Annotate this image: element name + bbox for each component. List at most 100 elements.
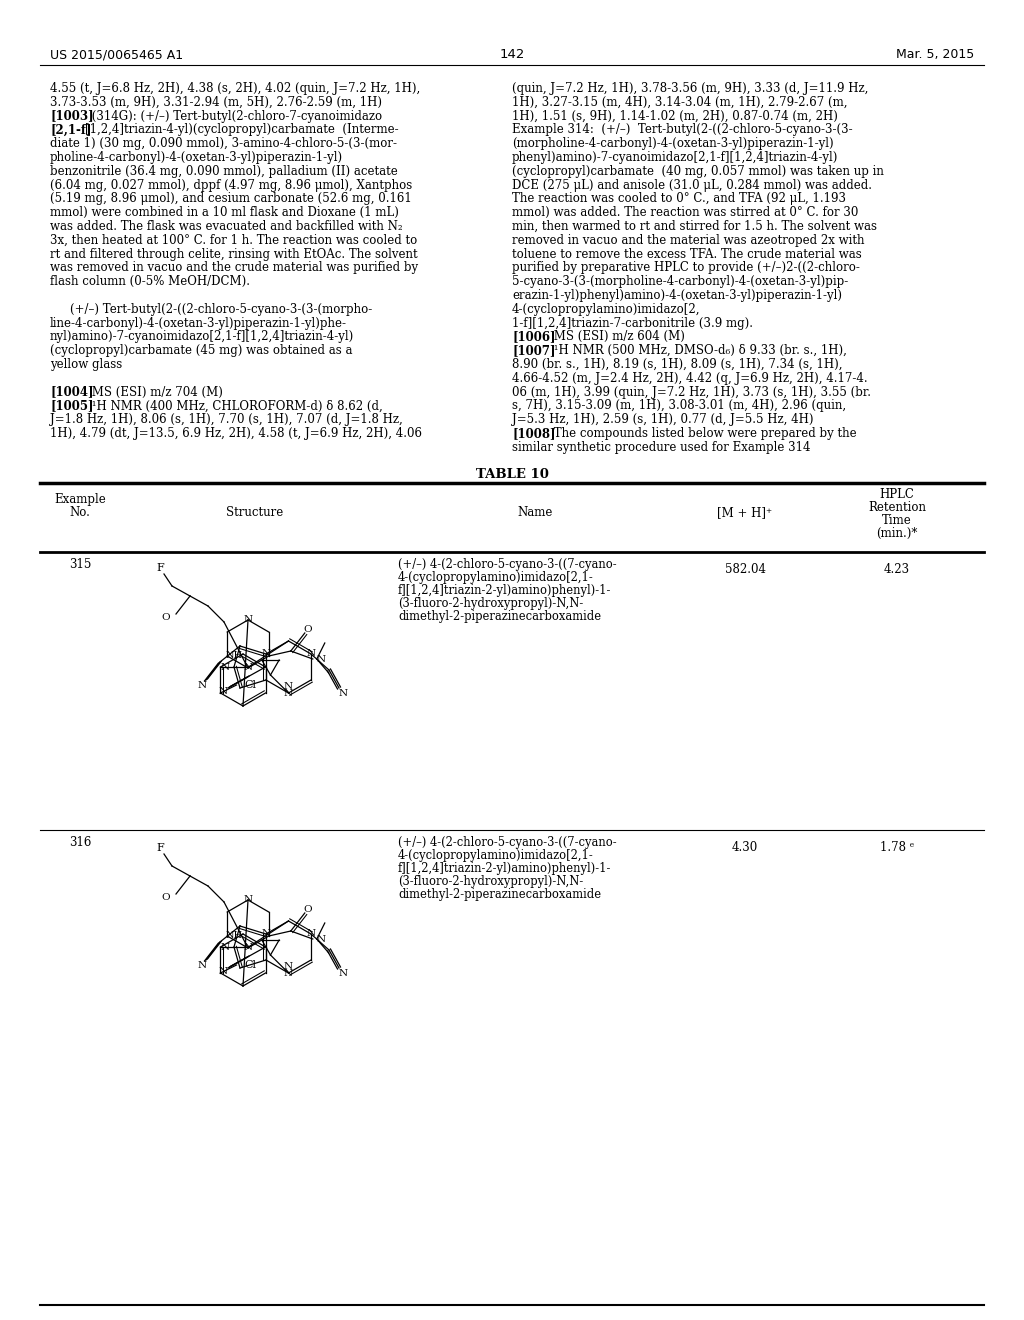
- Text: N: N: [198, 961, 207, 970]
- Text: mmol) were combined in a 10 ml flask and Dioxane (1 mL): mmol) were combined in a 10 ml flask and…: [50, 206, 399, 219]
- Text: MS (ESI) m/z 704 (M): MS (ESI) m/z 704 (M): [80, 385, 223, 399]
- Text: 4.23: 4.23: [884, 564, 910, 576]
- Text: The reaction was cooled to 0° C., and TFA (92 μL, 1.193: The reaction was cooled to 0° C., and TF…: [512, 193, 846, 206]
- Text: 4-(cyclopropylamino)imidazo[2,: 4-(cyclopropylamino)imidazo[2,: [512, 302, 700, 315]
- Text: Time: Time: [882, 513, 912, 527]
- Text: Retention: Retention: [868, 502, 926, 513]
- Text: N: N: [284, 962, 293, 972]
- Text: (+/–) 4-(2-chloro-5-cyano-3-((7-cyano-: (+/–) 4-(2-chloro-5-cyano-3-((7-cyano-: [398, 836, 616, 849]
- Text: 8.90 (br. s., 1H), 8.19 (s, 1H), 8.09 (s, 1H), 7.34 (s, 1H),: 8.90 (br. s., 1H), 8.19 (s, 1H), 8.09 (s…: [512, 358, 843, 371]
- Text: was removed in vacuo and the crude material was purified by: was removed in vacuo and the crude mater…: [50, 261, 418, 275]
- Text: N: N: [244, 944, 253, 953]
- Text: NH: NH: [226, 931, 243, 940]
- Text: 06 (m, 1H), 3.99 (quin, J=7.2 Hz, 1H), 3.73 (s, 1H), 3.55 (br.: 06 (m, 1H), 3.99 (quin, J=7.2 Hz, 1H), 3…: [512, 385, 871, 399]
- Text: 4.30: 4.30: [732, 841, 758, 854]
- Text: Name: Name: [517, 506, 553, 519]
- Text: N: N: [244, 615, 253, 624]
- Text: TABLE 10: TABLE 10: [475, 469, 549, 480]
- Text: N: N: [261, 929, 270, 939]
- Text: 4.55 (t, J=6.8 Hz, 2H), 4.38 (s, 2H), 4.02 (quin, J=7.2 Hz, 1H),: 4.55 (t, J=6.8 Hz, 2H), 4.38 (s, 2H), 4.…: [50, 82, 420, 95]
- Text: [1006]: [1006]: [512, 330, 555, 343]
- Text: (314G): (+/–) Tert-butyl(2-chloro-7-cyanoimidazo: (314G): (+/–) Tert-butyl(2-chloro-7-cyan…: [80, 110, 382, 123]
- Text: F: F: [156, 843, 164, 853]
- Text: [M + H]⁺: [M + H]⁺: [718, 506, 772, 519]
- Text: N: N: [316, 935, 326, 944]
- Text: O: O: [162, 614, 170, 623]
- Text: N: N: [284, 969, 293, 978]
- Text: O: O: [303, 626, 312, 635]
- Text: The compounds listed below were prepared by the: The compounds listed below were prepared…: [543, 426, 857, 440]
- Text: N: N: [221, 663, 230, 672]
- Text: Cl: Cl: [245, 960, 256, 970]
- Text: 1H), 4.79 (dt, J=13.5, 6.9 Hz, 2H), 4.58 (t, J=6.9 Hz, 2H), 4.06: 1H), 4.79 (dt, J=13.5, 6.9 Hz, 2H), 4.58…: [50, 426, 422, 440]
- Text: 5-cyano-3-(3-(morpholine-4-carbonyl)-4-(oxetan-3-yl)pip-: 5-cyano-3-(3-(morpholine-4-carbonyl)-4-(…: [512, 275, 848, 288]
- Text: [1005]: [1005]: [50, 400, 93, 412]
- Text: ¹H NMR (500 MHz, DMSO-d₆) δ 9.33 (br. s., 1H),: ¹H NMR (500 MHz, DMSO-d₆) δ 9.33 (br. s.…: [543, 345, 847, 358]
- Text: ¹H NMR (400 MHz, CHLOROFORM-d) δ 8.62 (d,: ¹H NMR (400 MHz, CHLOROFORM-d) δ 8.62 (d…: [80, 400, 383, 412]
- Text: N: N: [198, 681, 207, 690]
- Text: [1004]: [1004]: [50, 385, 93, 399]
- Text: [1,2,4]triazin-4-yl)(cyclopropyl)carbamate  (Interme-: [1,2,4]triazin-4-yl)(cyclopropyl)carbama…: [85, 123, 399, 136]
- Text: DCE (275 μL) and anisole (31.0 μL, 0.284 mmol) was added.: DCE (275 μL) and anisole (31.0 μL, 0.284…: [512, 178, 872, 191]
- Text: yellow glass: yellow glass: [50, 358, 122, 371]
- Text: N: N: [284, 682, 293, 690]
- Text: 4-(cyclopropylamino)imidazo[2,1-: 4-(cyclopropylamino)imidazo[2,1-: [398, 849, 594, 862]
- Text: O: O: [162, 894, 170, 903]
- Text: N: N: [284, 689, 293, 697]
- Text: (morpholine-4-carbonyl)-4-(oxetan-3-yl)piperazin-1-yl): (morpholine-4-carbonyl)-4-(oxetan-3-yl)p…: [512, 137, 834, 150]
- Text: 1H), 3.27-3.15 (m, 4H), 3.14-3.04 (m, 1H), 2.79-2.67 (m,: 1H), 3.27-3.15 (m, 4H), 3.14-3.04 (m, 1H…: [512, 96, 848, 108]
- Text: phenyl)amino)-7-cyanoimidazo[2,1-f][1,2,4]triazin-4-yl): phenyl)amino)-7-cyanoimidazo[2,1-f][1,2,…: [512, 150, 839, 164]
- Text: F: F: [156, 564, 164, 573]
- Text: N: N: [339, 969, 347, 978]
- Text: J=5.3 Hz, 1H), 2.59 (s, 1H), 0.77 (d, J=5.5 Hz, 4H): J=5.3 Hz, 1H), 2.59 (s, 1H), 0.77 (d, J=…: [512, 413, 813, 426]
- Text: benzonitrile (36.4 mg, 0.090 mmol), palladium (II) acetate: benzonitrile (36.4 mg, 0.090 mmol), pall…: [50, 165, 397, 178]
- Text: MS (ESI) m/z 604 (M): MS (ESI) m/z 604 (M): [543, 330, 685, 343]
- Text: Example 314:  (+/–)  Tert-butyl(2-((2-chloro-5-cyano-3-(3-: Example 314: (+/–) Tert-butyl(2-((2-chlo…: [512, 123, 853, 136]
- Text: flash column (0-5% MeOH/DCM).: flash column (0-5% MeOH/DCM).: [50, 275, 250, 288]
- Text: [1007]: [1007]: [512, 345, 555, 358]
- Text: N: N: [306, 929, 315, 939]
- Text: 4.66-4.52 (m, J=2.4 Hz, 2H), 4.42 (q, J=6.9 Hz, 2H), 4.17-4.: 4.66-4.52 (m, J=2.4 Hz, 2H), 4.42 (q, J=…: [512, 372, 867, 385]
- Text: 3.73-3.53 (m, 9H), 3.31-2.94 (m, 5H), 2.76-2.59 (m, 1H): 3.73-3.53 (m, 9H), 3.31-2.94 (m, 5H), 2.…: [50, 96, 382, 108]
- Text: was added. The flask was evacuated and backfilled with N₂: was added. The flask was evacuated and b…: [50, 220, 402, 234]
- Text: s, 7H), 3.15-3.09 (m, 1H), 3.08-3.01 (m, 4H), 2.96 (quin,: s, 7H), 3.15-3.09 (m, 1H), 3.08-3.01 (m,…: [512, 400, 846, 412]
- Text: 315: 315: [69, 558, 91, 572]
- Text: rt and filtered through celite, rinsing with EtOAc. The solvent: rt and filtered through celite, rinsing …: [50, 248, 418, 260]
- Text: N: N: [244, 895, 253, 904]
- Text: J=1.8 Hz, 1H), 8.06 (s, 1H), 7.70 (s, 1H), 7.07 (d, J=1.8 Hz,: J=1.8 Hz, 1H), 8.06 (s, 1H), 7.70 (s, 1H…: [50, 413, 402, 426]
- Text: nyl)amino)-7-cyanoimidazo[2,1-f][1,2,4]triazin-4-yl): nyl)amino)-7-cyanoimidazo[2,1-f][1,2,4]t…: [50, 330, 354, 343]
- Text: (quin, J=7.2 Hz, 1H), 3.78-3.56 (m, 9H), 3.33 (d, J=11.9 Hz,: (quin, J=7.2 Hz, 1H), 3.78-3.56 (m, 9H),…: [512, 82, 868, 95]
- Text: N: N: [219, 686, 228, 696]
- Text: f][1,2,4]triazin-2-yl)amino)phenyl)-1-: f][1,2,4]triazin-2-yl)amino)phenyl)-1-: [398, 583, 611, 597]
- Text: NH: NH: [226, 651, 243, 660]
- Text: 582.04: 582.04: [725, 564, 766, 576]
- Text: (min.)*: (min.)*: [877, 527, 918, 540]
- Text: similar synthetic procedure used for Example 314: similar synthetic procedure used for Exa…: [512, 441, 811, 454]
- Text: [1008]: [1008]: [512, 426, 555, 440]
- Text: Structure: Structure: [226, 506, 284, 519]
- Text: toluene to remove the excess TFA. The crude material was: toluene to remove the excess TFA. The cr…: [512, 248, 862, 260]
- Text: (cyclopropyl)carbamate (45 mg) was obtained as a: (cyclopropyl)carbamate (45 mg) was obtai…: [50, 345, 352, 358]
- Text: (+/–) Tert-butyl(2-((2-chloro-5-cyano-3-(3-(morpho-: (+/–) Tert-butyl(2-((2-chloro-5-cyano-3-…: [70, 302, 373, 315]
- Text: 4-(cyclopropylamino)imidazo[2,1-: 4-(cyclopropylamino)imidazo[2,1-: [398, 572, 594, 583]
- Text: dimethyl-2-piperazinecarboxamide: dimethyl-2-piperazinecarboxamide: [398, 610, 601, 623]
- Text: diate 1) (30 mg, 0.090 mmol), 3-amino-4-chloro-5-(3-(mor-: diate 1) (30 mg, 0.090 mmol), 3-amino-4-…: [50, 137, 397, 150]
- Text: 3x, then heated at 100° C. for 1 h. The reaction was cooled to: 3x, then heated at 100° C. for 1 h. The …: [50, 234, 417, 247]
- Text: f][1,2,4]triazin-2-yl)amino)phenyl)-1-: f][1,2,4]triazin-2-yl)amino)phenyl)-1-: [398, 862, 611, 875]
- Text: [2,1-f]: [2,1-f]: [50, 123, 91, 136]
- Text: N: N: [316, 655, 326, 664]
- Text: purified by preparative HPLC to provide (+/–)2-((2-chloro-: purified by preparative HPLC to provide …: [512, 261, 860, 275]
- Text: 1-f][1,2,4]triazin-7-carbonitrile (3.9 mg).: 1-f][1,2,4]triazin-7-carbonitrile (3.9 m…: [512, 317, 753, 330]
- Text: 1H), 1.51 (s, 9H), 1.14-1.02 (m, 2H), 0.87-0.74 (m, 2H): 1H), 1.51 (s, 9H), 1.14-1.02 (m, 2H), 0.…: [512, 110, 838, 123]
- Text: N: N: [219, 966, 228, 975]
- Text: (6.04 mg, 0.027 mmol), dppf (4.97 mg, 8.96 μmol), Xantphos: (6.04 mg, 0.027 mmol), dppf (4.97 mg, 8.…: [50, 178, 413, 191]
- Text: N: N: [244, 664, 253, 672]
- Text: No.: No.: [70, 506, 90, 519]
- Text: US 2015/0065465 A1: US 2015/0065465 A1: [50, 48, 183, 61]
- Text: Example: Example: [54, 492, 105, 506]
- Text: N: N: [261, 649, 270, 659]
- Text: min, then warmed to rt and stirred for 1.5 h. The solvent was: min, then warmed to rt and stirred for 1…: [512, 220, 877, 234]
- Text: line-4-carbonyl)-4-(oxetan-3-yl)piperazin-1-yl)phe-: line-4-carbonyl)-4-(oxetan-3-yl)piperazi…: [50, 317, 347, 330]
- Text: N: N: [221, 942, 230, 952]
- Text: (+/–) 4-(2-chloro-5-cyano-3-((7-cyano-: (+/–) 4-(2-chloro-5-cyano-3-((7-cyano-: [398, 558, 616, 572]
